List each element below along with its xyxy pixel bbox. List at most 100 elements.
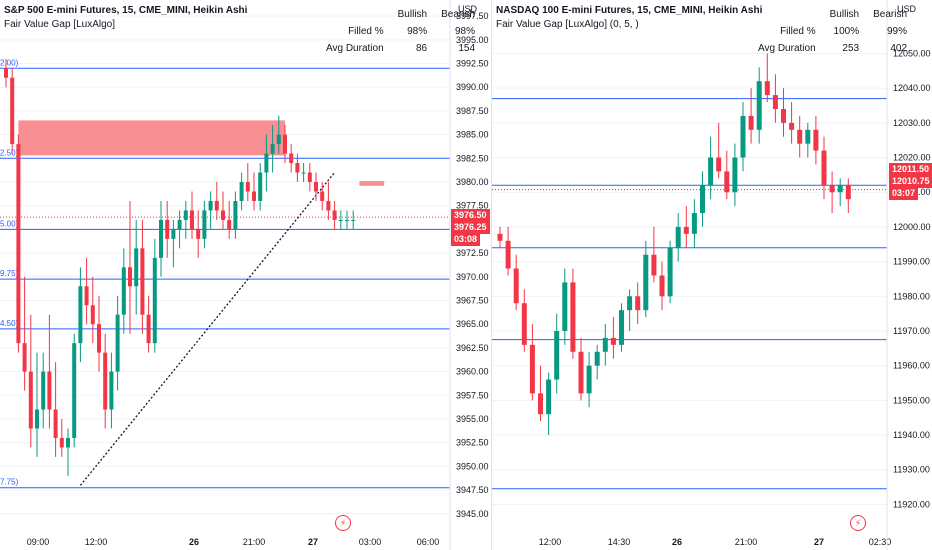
candle-body — [221, 210, 225, 220]
candle-body — [570, 282, 576, 352]
x-tick-label: 03:00 — [359, 537, 382, 547]
candle-body — [270, 144, 275, 154]
x-tick-label: 21:00 — [243, 537, 266, 547]
candle-body — [683, 226, 689, 234]
candle-body — [837, 185, 843, 193]
candle-body — [109, 371, 114, 410]
candle-body — [326, 200, 331, 211]
stats-label-duration: Avg Duration — [758, 43, 816, 54]
stats-value: 100% — [833, 26, 860, 37]
stats-value: 402 — [890, 43, 908, 54]
nasdaq-indicator-label[interactable]: Fair Value Gap [LuxAlgo] (0, 5, ) — [496, 19, 639, 30]
y-tick-label: 3962.50 — [456, 343, 489, 353]
stats-value: 99% — [887, 26, 908, 37]
candle-body — [619, 310, 624, 345]
candle-body — [4, 68, 8, 78]
candle-body — [627, 296, 633, 311]
candle-body — [103, 352, 108, 410]
candle-body — [165, 219, 170, 239]
candle-body — [202, 210, 207, 239]
y-tick-label: 11970.00 — [893, 326, 930, 336]
y-tick-label: 3967.50 — [456, 295, 489, 305]
candle-body — [635, 296, 641, 311]
level-label: 9.75) — [0, 269, 19, 278]
y-tick-label: 3952.50 — [456, 438, 489, 448]
candle-body — [59, 437, 64, 448]
x-tick-label: 26 — [672, 537, 682, 547]
y-tick-label: 12020.00 — [893, 153, 931, 163]
candle-body — [797, 129, 803, 144]
flash-event-icon[interactable]: ⚡ — [850, 515, 866, 531]
sp500-countdown-tag: 03:08 — [451, 233, 481, 246]
candle-body — [196, 229, 201, 239]
nasdaq-legend: NASDAQ 100 E-mini Futures, 15, CME_MINI,… — [496, 4, 762, 32]
nasdaq-price-tag-high: 12011.50 — [889, 163, 932, 176]
y-tick-label: 3945.00 — [456, 509, 489, 519]
stats-label-filled: Filled % — [348, 26, 384, 37]
nasdaq-chart-pane[interactable]: 12050.0012040.0012030.0012020.0012010.00… — [491, 0, 932, 550]
candle-body — [301, 172, 306, 174]
flash-event-icon[interactable]: ⚡ — [335, 515, 351, 531]
candle-body — [602, 337, 608, 352]
candle-body — [22, 343, 27, 372]
y-tick-label: 11980.00 — [893, 291, 930, 301]
candle-body — [10, 77, 15, 145]
candle-body — [724, 171, 730, 193]
sp500-legend: S&P 500 E-mini Futures, 15, CME_MINI, He… — [4, 4, 247, 32]
candle-body — [610, 337, 616, 345]
candle-body — [708, 157, 714, 186]
nasdaq-currency-label: USD — [897, 4, 917, 14]
x-tick-label: 06:00 — [417, 537, 440, 547]
candle-body — [320, 191, 325, 201]
sp500-price-tag-high: 3976.50 — [451, 209, 490, 222]
level-label: 2.50) — [0, 148, 19, 157]
y-tick-label: 11930.00 — [893, 465, 930, 475]
stats-header-bearish: Bearish — [441, 9, 476, 20]
x-tick-label: 27 — [814, 537, 824, 547]
sp500-chart-title: S&P 500 E-mini Futures, 15, CME_MINI, He… — [4, 5, 248, 16]
y-tick-label: 12040.00 — [893, 83, 931, 93]
fvg-box — [359, 181, 385, 186]
candle-body — [214, 200, 219, 211]
y-tick-label: 3997.50 — [456, 11, 489, 21]
candle-body — [781, 108, 786, 123]
sp500-indicator-label[interactable]: Fair Value Gap [LuxAlgo] — [4, 19, 115, 30]
candle-body — [716, 157, 722, 172]
y-tick-label: 3985.00 — [456, 130, 489, 140]
x-tick-label: 27 — [308, 537, 318, 547]
sp500-chart-pane[interactable]: 3997.50 3995.00 3992.50 3990.00 3987.50 3985.… — [0, 0, 491, 550]
candle-body — [805, 129, 811, 144]
fvg-box — [18, 120, 286, 156]
stats-header-bearish: Bearish — [873, 9, 908, 20]
y-tick-label: 12000.00 — [893, 222, 931, 232]
y-tick-label: 3947.50 — [456, 485, 489, 495]
candle-body — [351, 219, 356, 221]
nasdaq-chart-canvas[interactable]: 12050.0012040.0012030.0012020.0012010.00… — [492, 0, 932, 550]
candle-body — [146, 314, 151, 344]
candle-body — [245, 182, 250, 192]
candle-body — [594, 351, 600, 366]
sp500-chart-canvas[interactable]: 3997.50 3995.00 3992.50 3990.00 3987.50 3985.… — [0, 0, 491, 550]
candle-body — [529, 344, 535, 394]
y-tick-label: 3977.50 — [456, 201, 489, 211]
stats-label-filled: Filled % — [780, 26, 816, 37]
candle-body — [521, 303, 527, 345]
candle-body — [35, 409, 39, 429]
candle-body — [667, 247, 673, 297]
candle-body — [258, 172, 263, 201]
y-tick-label: 3960.00 — [456, 367, 489, 377]
candle-body — [90, 305, 95, 325]
candle-body — [177, 219, 182, 230]
y-tick-label: 11990.00 — [893, 257, 930, 267]
candle-body — [115, 314, 120, 372]
stats-value: 154 — [458, 43, 476, 54]
stats-value: 253 — [842, 43, 860, 54]
candle-body — [700, 185, 705, 214]
candle-body — [128, 267, 132, 287]
candle-body — [121, 267, 126, 315]
candle-body — [497, 233, 503, 241]
candle-body — [190, 210, 194, 230]
y-tick-label: 3990.00 — [456, 82, 489, 92]
nasdaq-chart-title: NASDAQ 100 E-mini Futures, 15, CME_MINI,… — [496, 5, 763, 16]
